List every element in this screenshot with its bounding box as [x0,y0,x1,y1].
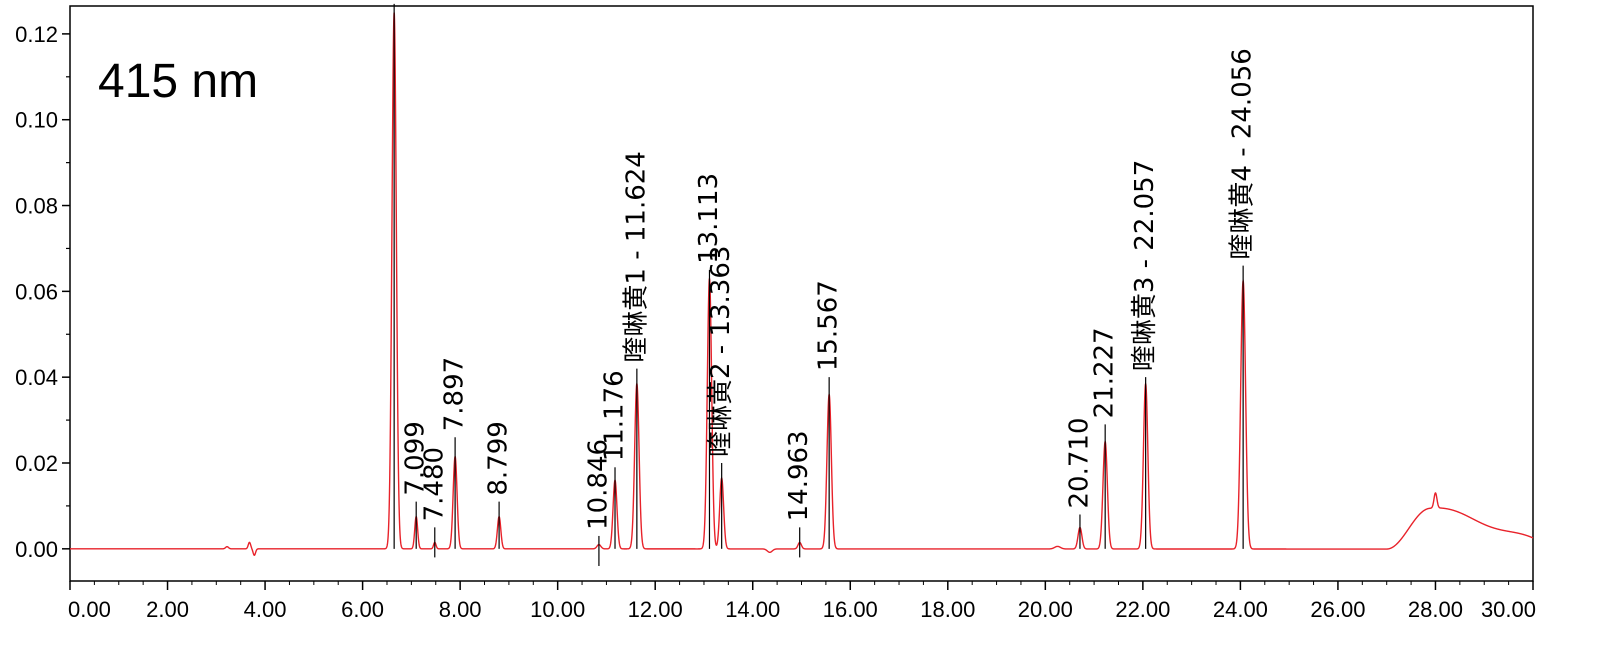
peak-label: 14.963 [784,430,814,521]
y-tick-label: 0.06 [15,279,58,304]
y-axis: 0.00 0.02 0.04 0.06 0.08 0.10 0.12 [15,22,70,562]
x-tick-label: 18.00 [920,597,975,622]
x-tick-label: 16.00 [823,597,878,622]
x-tick-label: 30.00 [1481,597,1536,622]
y-tick-label: 0.12 [15,22,58,47]
x-tick-label: 26.00 [1310,597,1365,622]
peak-label: 喹啉黄3 - 22.057 [1130,160,1160,371]
x-tick-label: 24.00 [1213,597,1268,622]
peak-label: 喹啉黄1 - 11.624 [621,151,651,362]
y-tick-label: 0.02 [15,451,58,476]
x-tick-label: 4.00 [244,597,287,622]
peak-label: 喹啉黄2 - 13.363 [706,246,736,457]
x-tick-label: 0.00 [68,597,111,622]
y-tick-label: 0.08 [15,194,58,219]
peak-label: 15.567 [814,280,844,371]
x-tick-label: 28.00 [1408,597,1463,622]
x-tick-label: 14.00 [725,597,780,622]
x-tick-label: 6.00 [341,597,384,622]
y-tick-label: 0.04 [15,365,58,390]
peak-label: 8.799 [484,421,514,495]
wavelength-annotation: 415 nm [98,55,258,108]
peak-label: 20.710 [1064,418,1094,509]
x-tick-label: 10.00 [530,597,585,622]
x-tick-label: 8.00 [439,597,482,622]
chromatogram-trace [70,12,1534,556]
peak-label: 10.846 [583,439,613,530]
x-tick-label: 20.00 [1018,597,1073,622]
peak-label: 喹啉黄4 - 24.056 [1228,48,1258,259]
peak-label: 7.897 [440,357,470,431]
x-tick-label: 2.00 [146,597,189,622]
x-tick-label: 12.00 [628,597,683,622]
x-axis: 0.00 2.00 4.00 6.00 8.00 10.00 12.00 14.00 16.00… [68,581,1536,622]
peak-label: 21.227 [1090,327,1120,418]
peak-labels: 柠檬黄 - 6.6477.0997.4807.8978.79910.84611.… [401,48,1258,530]
y-tick-label: 0.00 [15,537,58,562]
peak-markers [393,3,1244,566]
x-tick-label: 22.00 [1115,597,1170,622]
peak-label: 13.113 [694,173,724,264]
peak-label: 11.176 [600,370,630,461]
peak-label: 7.480 [419,447,449,521]
y-tick-label: 0.10 [15,108,58,133]
peak-label: 7.099 [401,421,431,495]
